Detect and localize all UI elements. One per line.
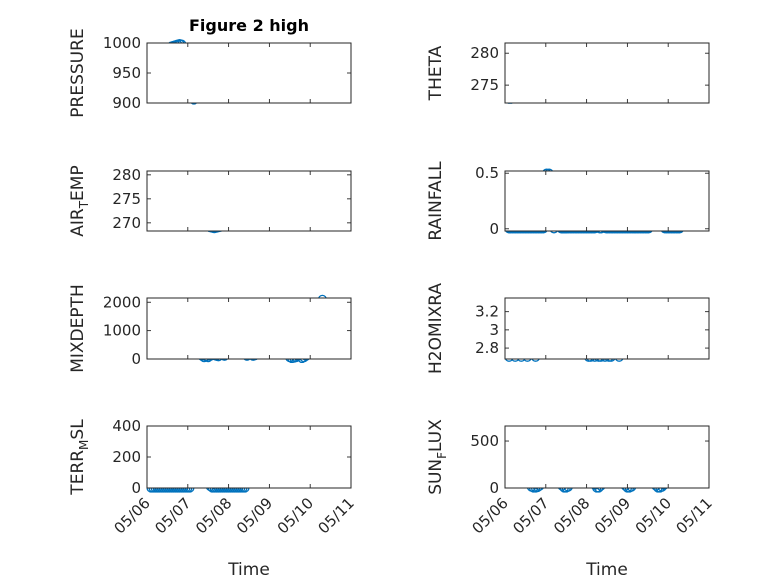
y-axis-label-rest: LUX xyxy=(426,419,446,452)
subplot-2: 275 280 THETA xyxy=(426,42,710,104)
y-tick-label: 200 xyxy=(112,448,141,466)
x-tick-label: 05/06 xyxy=(111,494,154,537)
y-tick-label: 2.8 xyxy=(475,339,499,357)
y-tick-label: 0.5 xyxy=(475,164,499,182)
axes-frame xyxy=(504,42,710,104)
x-tick-label: 05/10 xyxy=(274,494,317,537)
y-axis-label: PRESSURE xyxy=(68,28,88,117)
subplot-3: 270 275 280 AIRTEMP xyxy=(68,165,352,237)
x-tick-label: 05/10 xyxy=(632,494,675,537)
y-axis-label: H2OMIXRA xyxy=(426,283,446,374)
y-axis-label: AIRTEMP xyxy=(68,165,91,236)
y-tick-label: 900 xyxy=(112,94,141,112)
x-tick-label: 05/07 xyxy=(509,494,552,537)
y-axis-label-subscript: M xyxy=(77,440,91,450)
y-axis-label-subscript: F xyxy=(435,452,449,459)
y-axis-label: TERRMSL xyxy=(68,419,91,496)
y-tick-label: 270 xyxy=(112,214,141,232)
subplot-1: 900 950 1000 PRESSURE Figure 2 high xyxy=(68,16,352,118)
x-tick-label: 05/11 xyxy=(673,494,716,537)
y-axis-label-rest: EMP xyxy=(68,165,88,201)
y-axis-label: MIXDEPTH xyxy=(68,284,88,373)
y-axis-label: SUNFLUX xyxy=(426,419,449,495)
axes-frame xyxy=(146,170,352,232)
x-tick-label: 05/11 xyxy=(315,494,358,537)
y-tick-label: 3 xyxy=(489,321,499,339)
y-tick-label: 0 xyxy=(489,479,499,497)
y-tick-label: 1000 xyxy=(103,322,141,340)
y-tick-label: 950 xyxy=(112,64,141,82)
axes-frame xyxy=(504,297,710,360)
y-tick-label: 2000 xyxy=(103,293,141,311)
y-tick-label: 0 xyxy=(489,220,499,238)
subplot-5: 0 1000 2000 MIXDEPTH xyxy=(68,284,352,373)
y-axis-label-main: TERR xyxy=(68,450,88,496)
y-axis-label-main: SUN xyxy=(426,459,446,495)
axes-frame xyxy=(146,297,352,360)
x-tick-label: 05/08 xyxy=(192,494,235,537)
y-tick-label: 280 xyxy=(470,44,499,62)
y-tick-label: 0 xyxy=(131,350,141,368)
y-axis-label-subscript: T xyxy=(77,200,91,209)
subplot-4: 0 0.5 RAINFALL xyxy=(426,161,710,241)
y-tick-label: 280 xyxy=(112,166,141,184)
chart-title: Figure 2 high xyxy=(189,16,309,35)
x-axis-label: Time xyxy=(585,560,628,580)
axes-frame xyxy=(504,425,710,489)
y-axis-label-rest: SL xyxy=(68,419,88,440)
x-tick-label: 05/06 xyxy=(469,494,512,537)
y-tick-label: 500 xyxy=(470,432,499,450)
x-tick-label: 05/09 xyxy=(591,494,634,537)
x-tick-label: 05/08 xyxy=(550,494,593,537)
y-axis-label: THETA xyxy=(426,45,446,101)
y-tick-label: 1000 xyxy=(103,34,141,52)
y-axis-label: RAINFALL xyxy=(426,161,446,241)
x-tick-label: 05/09 xyxy=(233,494,276,537)
subplot-6: 2.833.2 H2OMIXRA xyxy=(426,283,710,374)
y-tick-label: 400 xyxy=(112,417,141,435)
axes-frame xyxy=(146,42,352,104)
x-tick-label: 05/07 xyxy=(151,494,194,537)
y-axis-label-main: AIR xyxy=(68,208,88,237)
y-tick-label: 0 xyxy=(131,479,141,497)
axes-frame xyxy=(146,425,352,489)
y-tick-label: 275 xyxy=(112,190,141,208)
y-tick-label: 3.2 xyxy=(475,303,499,321)
axes-frame xyxy=(504,170,710,232)
x-axis-label: Time xyxy=(227,560,270,580)
y-tick-label: 275 xyxy=(470,76,499,94)
